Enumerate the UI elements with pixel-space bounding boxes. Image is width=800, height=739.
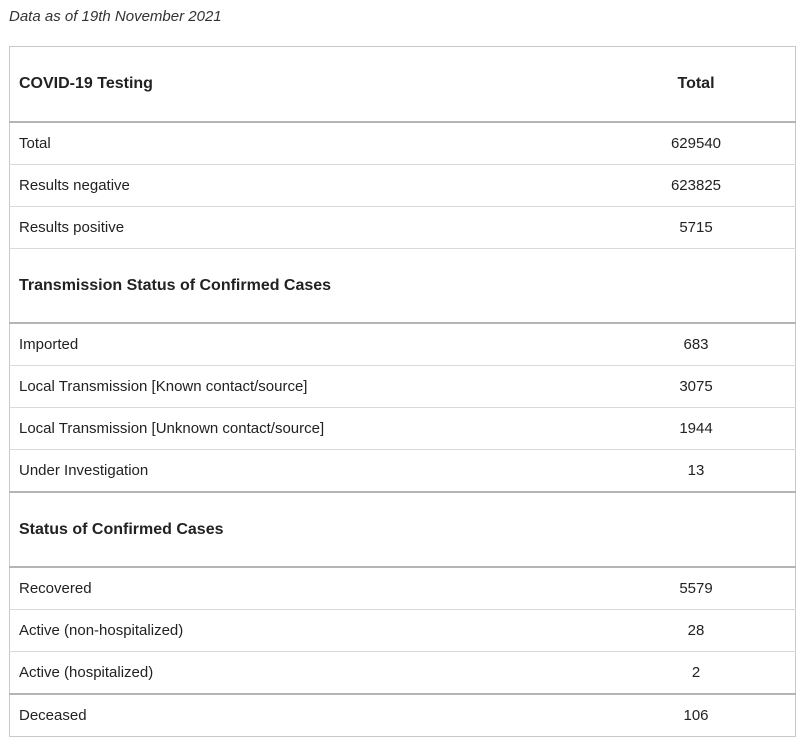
table-row: Local Transmission [Known contact/source… (9, 365, 796, 408)
row-value: 5715 (597, 206, 796, 249)
table-row: Under Investigation 13 (9, 449, 796, 493)
covid-stats-table: COVID-19 Testing Total Total 629540 Resu… (9, 46, 796, 737)
status-section-heading: Status of Confirmed Cases (9, 492, 597, 568)
row-value: 5579 (597, 567, 796, 610)
row-value: 1944 (597, 407, 796, 450)
row-label: Total (9, 122, 597, 165)
table-row: Deceased 106 (10, 694, 796, 737)
row-label: Active (non-hospitalized) (9, 609, 597, 652)
table-row: Active (hospitalized) 2 (9, 651, 796, 695)
row-value: 683 (597, 323, 796, 366)
row-value: 13 (597, 449, 796, 493)
data-date-note: Data as of 19th November 2021 (9, 8, 222, 25)
row-label: Results positive (9, 206, 597, 249)
row-label: Deceased (19, 707, 87, 724)
row-value: 623825 (597, 164, 796, 207)
section-heading-row: Status of Confirmed Cases (9, 492, 796, 568)
section-heading-row: Transmission Status of Confirmed Cases (9, 248, 796, 324)
empty-cell (597, 248, 796, 324)
transmission-section-heading: Transmission Status of Confirmed Cases (9, 248, 597, 324)
total-column-header: Total (597, 46, 796, 123)
table-row: Results positive 5715 (9, 206, 796, 249)
row-value: 28 (597, 609, 796, 652)
row-label: Imported (9, 323, 597, 366)
table-row: Recovered 5579 (9, 567, 796, 610)
table-row: Results negative 623825 (9, 164, 796, 207)
row-value: 629540 (597, 122, 796, 165)
table-row: Active (non-hospitalized) 28 (9, 609, 796, 652)
row-label: Local Transmission [Unknown contact/sour… (9, 407, 597, 450)
row-label: Results negative (9, 164, 597, 207)
table-row: Local Transmission [Unknown contact/sour… (9, 407, 796, 450)
row-label: Recovered (9, 567, 597, 610)
table-row: Total 629540 (9, 122, 796, 165)
row-label: Under Investigation (9, 449, 597, 493)
row-value: 3075 (597, 365, 796, 408)
table-header-row: COVID-19 Testing Total (9, 46, 796, 123)
testing-header-label: COVID-19 Testing (9, 46, 597, 123)
row-value: 2 (597, 651, 796, 695)
row-label: Local Transmission [Known contact/source… (9, 365, 597, 408)
row-label: Active (hospitalized) (9, 651, 597, 695)
row-value: 106 (683, 707, 709, 724)
table-row: Imported 683 (9, 323, 796, 366)
empty-cell (597, 492, 796, 568)
